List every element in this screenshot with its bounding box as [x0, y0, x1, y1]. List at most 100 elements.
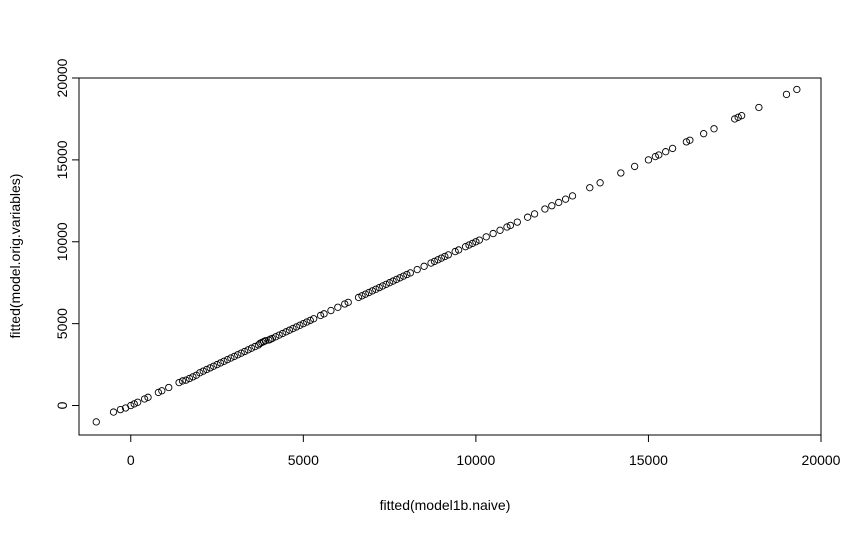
data-point	[568, 192, 577, 200]
data-point	[389, 277, 397, 285]
data-point	[561, 195, 570, 203]
data-point	[503, 223, 511, 231]
data-point	[586, 184, 594, 192]
x-tick-label: 20000	[802, 452, 841, 468]
data-point	[399, 272, 408, 280]
data-point	[451, 247, 459, 256]
data-point	[506, 221, 515, 230]
data-point	[524, 213, 532, 221]
x-tick-label: 15000	[629, 452, 668, 468]
y-tick-label: 5000	[54, 308, 70, 339]
data-point	[496, 226, 504, 234]
data-point	[555, 198, 563, 207]
data-point	[368, 287, 376, 295]
data-point	[223, 356, 232, 364]
data-point	[268, 334, 276, 343]
data-point	[441, 252, 449, 261]
data-point	[444, 251, 452, 259]
data-point	[513, 218, 521, 226]
data-point	[285, 326, 294, 334]
data-point	[427, 259, 435, 267]
data-point	[203, 365, 211, 374]
x-tick-label: 0	[127, 452, 135, 468]
x-tick-label: 10000	[456, 452, 495, 468]
data-point	[596, 179, 604, 187]
data-point	[220, 357, 228, 365]
data-point	[385, 279, 394, 287]
data-point	[344, 298, 352, 307]
data-point	[275, 331, 283, 339]
data-point	[140, 395, 149, 403]
data-point	[134, 398, 142, 406]
data-point	[682, 138, 691, 146]
data-point	[241, 347, 249, 356]
data-point	[710, 125, 718, 133]
data-point	[130, 400, 138, 408]
data-point	[182, 376, 190, 384]
data-point	[196, 369, 204, 377]
data-point	[548, 202, 556, 210]
y-tick-label: 0	[54, 401, 70, 409]
data-point	[144, 393, 152, 401]
data-point	[165, 383, 173, 392]
data-point	[737, 112, 746, 120]
data-point	[403, 270, 411, 279]
data-point	[793, 85, 801, 94]
data-point	[109, 408, 118, 416]
data-point	[189, 373, 197, 381]
x-axis: 0 5000 10000 15000 20000	[127, 434, 841, 468]
data-point	[154, 388, 163, 397]
data-point	[199, 367, 207, 375]
data-point	[434, 256, 442, 264]
data-point	[379, 282, 387, 290]
data-point	[292, 323, 301, 331]
x-axis-label: fitted(model1b.naive)	[380, 497, 511, 513]
data-point	[617, 169, 625, 177]
data-point	[782, 90, 791, 99]
data-point	[644, 156, 653, 164]
data-point	[178, 377, 187, 385]
data-point	[185, 374, 194, 383]
data-point	[216, 359, 225, 367]
data-point	[361, 290, 370, 298]
data-point	[475, 236, 483, 244]
data-points	[92, 85, 801, 426]
y-tick-label: 15000	[54, 140, 70, 179]
data-point	[655, 151, 663, 159]
data-point	[127, 401, 135, 410]
data-point	[651, 152, 659, 161]
data-point	[468, 239, 477, 248]
data-point	[234, 351, 242, 359]
data-point	[392, 275, 401, 284]
data-point	[316, 311, 325, 320]
data-point	[465, 241, 473, 249]
data-point	[731, 115, 739, 123]
data-point	[92, 418, 100, 426]
data-point	[354, 293, 363, 302]
data-point	[668, 144, 677, 153]
data-point	[278, 329, 287, 338]
data-point	[382, 280, 390, 288]
data-point	[461, 243, 470, 251]
data-point	[261, 337, 270, 345]
y-tick-label: 20000	[54, 58, 70, 97]
data-point	[755, 103, 763, 112]
data-point	[437, 254, 446, 262]
data-point	[358, 292, 366, 300]
x-tick-label: 5000	[288, 452, 319, 468]
data-point	[251, 342, 259, 351]
data-point	[454, 246, 463, 254]
data-point	[282, 328, 290, 336]
data-point	[375, 283, 383, 292]
data-point	[541, 205, 549, 213]
data-point	[244, 346, 252, 354]
data-point	[396, 274, 404, 282]
data-point	[320, 310, 328, 318]
data-point	[734, 113, 742, 121]
data-point	[372, 285, 380, 293]
data-point	[299, 319, 307, 328]
data-point	[247, 344, 256, 352]
data-point	[700, 130, 708, 138]
data-point	[272, 333, 280, 341]
